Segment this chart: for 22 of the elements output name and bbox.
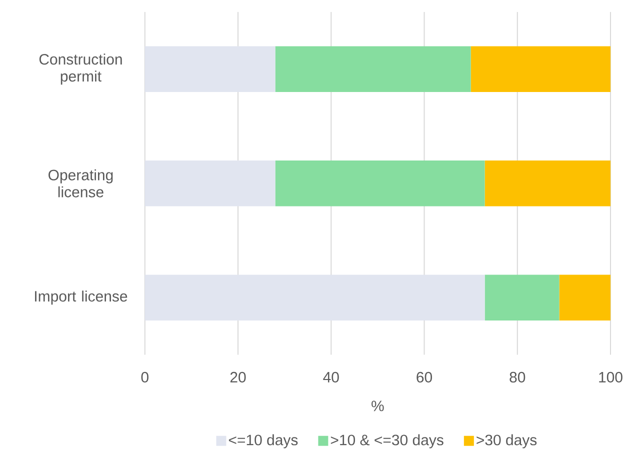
bar	[275, 46, 471, 92]
x-axis-title: %	[372, 400, 384, 412]
bar	[470, 46, 611, 92]
bar	[484, 160, 611, 206]
x-tick-label: 60	[416, 372, 432, 383]
y-tick-label: Operating license	[48, 170, 113, 198]
bar	[144, 46, 276, 92]
legend-label: >30 days	[476, 434, 537, 448]
x-tick-label: 0	[141, 372, 148, 383]
legend-label: <=10 days	[228, 434, 298, 448]
bar	[275, 160, 485, 206]
bar	[144, 274, 485, 321]
x-tick-label: 40	[323, 372, 339, 383]
y-tick-label: Import license	[35, 290, 128, 305]
x-tick-label: 80	[510, 372, 526, 383]
legend-label: >10 & <=30 days	[330, 434, 444, 448]
y-tick-label: Construction permit	[39, 54, 122, 85]
bar	[484, 274, 560, 321]
x-tick-label: 20	[230, 372, 246, 383]
bar	[144, 160, 276, 206]
bar	[559, 274, 611, 321]
x-tick-label: 100	[599, 372, 622, 383]
